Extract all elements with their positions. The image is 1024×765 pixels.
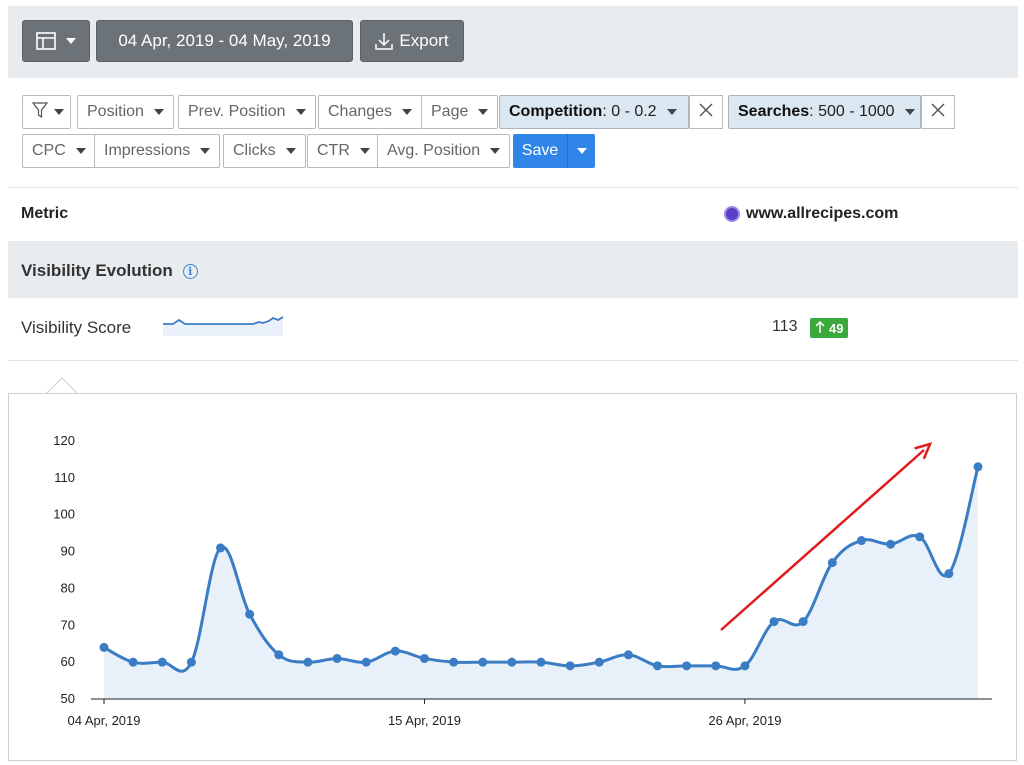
visibility-score-label: Visibility Score [21,318,132,337]
y-tick-label: 110 [54,470,75,485]
close-icon [699,103,713,122]
remove-competition-filter[interactable] [689,95,723,129]
date-range-button[interactable]: 04 Apr, 2019 - 04 May, 2019 [96,20,353,62]
data-point [390,646,400,656]
y-tick-label: 70 [61,617,75,632]
filter-avg-position[interactable]: Avg. Position [377,134,511,168]
data-point [682,661,692,671]
filter-impressions[interactable]: Impressions [94,134,221,168]
data-point [769,617,779,627]
section-title: Visibility Evolution [21,261,173,280]
data-point [449,657,459,667]
data-point [216,543,226,553]
chevron-down-icon [576,148,587,154]
data-point [915,532,925,542]
toolbar: 04 Apr, 2019 - 04 May, 2019 Export [8,6,1018,78]
remove-searches-filter[interactable] [921,95,955,129]
filter-page[interactable]: Page [421,95,499,129]
score-change-value: 49 [829,320,844,336]
trend-arrow-head [914,442,933,460]
section-visibility-evolution: Visibility Evolution i [8,241,1018,298]
data-point [856,536,866,546]
visibility-sparkline [163,316,284,336]
save-button[interactable]: Save [513,134,595,168]
close-icon [931,103,945,122]
visibility-score-value: 113 [772,318,798,335]
data-point [565,661,575,671]
site-favicon-icon [724,206,740,222]
data-point [274,650,284,660]
visibility-score-row[interactable]: Visibility Score 113 49 [8,298,1018,361]
series-area [104,466,978,699]
data-point [711,661,721,671]
data-point [740,661,750,671]
data-point [245,609,255,619]
save-options-dropdown[interactable] [568,148,595,154]
arrow-up-icon [815,320,825,336]
download-icon [375,32,394,50]
data-point [623,650,633,660]
data-point [886,539,896,549]
y-tick-label: 50 [61,691,75,706]
data-point [419,653,429,663]
chevron-down-icon [66,38,76,44]
x-tick-label: 26 Apr, 2019 [708,713,781,728]
data-point [99,642,109,652]
filter-searches[interactable]: Searches : 500 - 1000 [728,95,921,129]
data-point [827,558,837,568]
layout-icon [36,32,56,50]
data-point [594,657,604,667]
site-name: www.allrecipes.com [746,205,899,222]
x-tick-label: 04 Apr, 2019 [67,713,140,728]
filter-cpc[interactable]: CPC [22,134,96,168]
data-point [128,657,138,667]
filter-clicks[interactable]: Clicks [223,134,306,168]
visibility-chart: 50 60 70 80 90 100 110 120 04 Apr, 2019 15 Apr, 2… [53,433,992,728]
y-tick-label: 60 [61,654,75,669]
data-point [361,657,371,667]
metric-header: Metric [21,205,69,222]
data-point [798,617,808,627]
data-point [944,569,954,579]
data-point [303,657,313,667]
chart-panel: 50 60 70 80 90 100 110 120 04 Apr, 2019 15 Apr, 2… [8,393,1017,761]
trend-arrow-line [720,449,925,631]
layout-button[interactable] [22,20,90,62]
export-button[interactable]: Export [360,20,464,62]
filter-changes[interactable]: Changes [318,95,423,129]
filter-toggle-button[interactable] [22,95,71,129]
y-tick-label: 90 [61,544,75,559]
filter-competition[interactable]: Competition : 0 - 0.2 [499,95,689,129]
data-point [507,657,517,667]
data-point [186,657,196,667]
score-change-badge: 49 [810,318,849,338]
filter-bar: Position Prev. Position Changes Page Com… [8,78,1018,186]
metric-header-row: Metric www.allrecipes.com [8,187,1018,241]
data-point [536,657,546,667]
data-point [157,657,167,667]
filter-position[interactable]: Position [77,95,174,129]
data-point [973,462,983,472]
data-point [653,661,663,671]
info-icon[interactable]: i [182,263,198,279]
data-point [478,657,488,667]
y-tick-label: 120 [53,433,75,448]
y-tick-label: 100 [53,507,75,522]
x-tick-label: 15 Apr, 2019 [388,713,461,728]
save-label: Save [521,142,559,159]
y-tick-label: 80 [61,580,75,595]
data-point [332,653,342,663]
export-label: Export [399,31,449,50]
filter-ctr[interactable]: CTR [307,134,380,168]
site-column-header: www.allrecipes.com [724,205,898,223]
filter-prev-position[interactable]: Prev. Position [178,95,316,129]
filter-icon [31,101,49,123]
